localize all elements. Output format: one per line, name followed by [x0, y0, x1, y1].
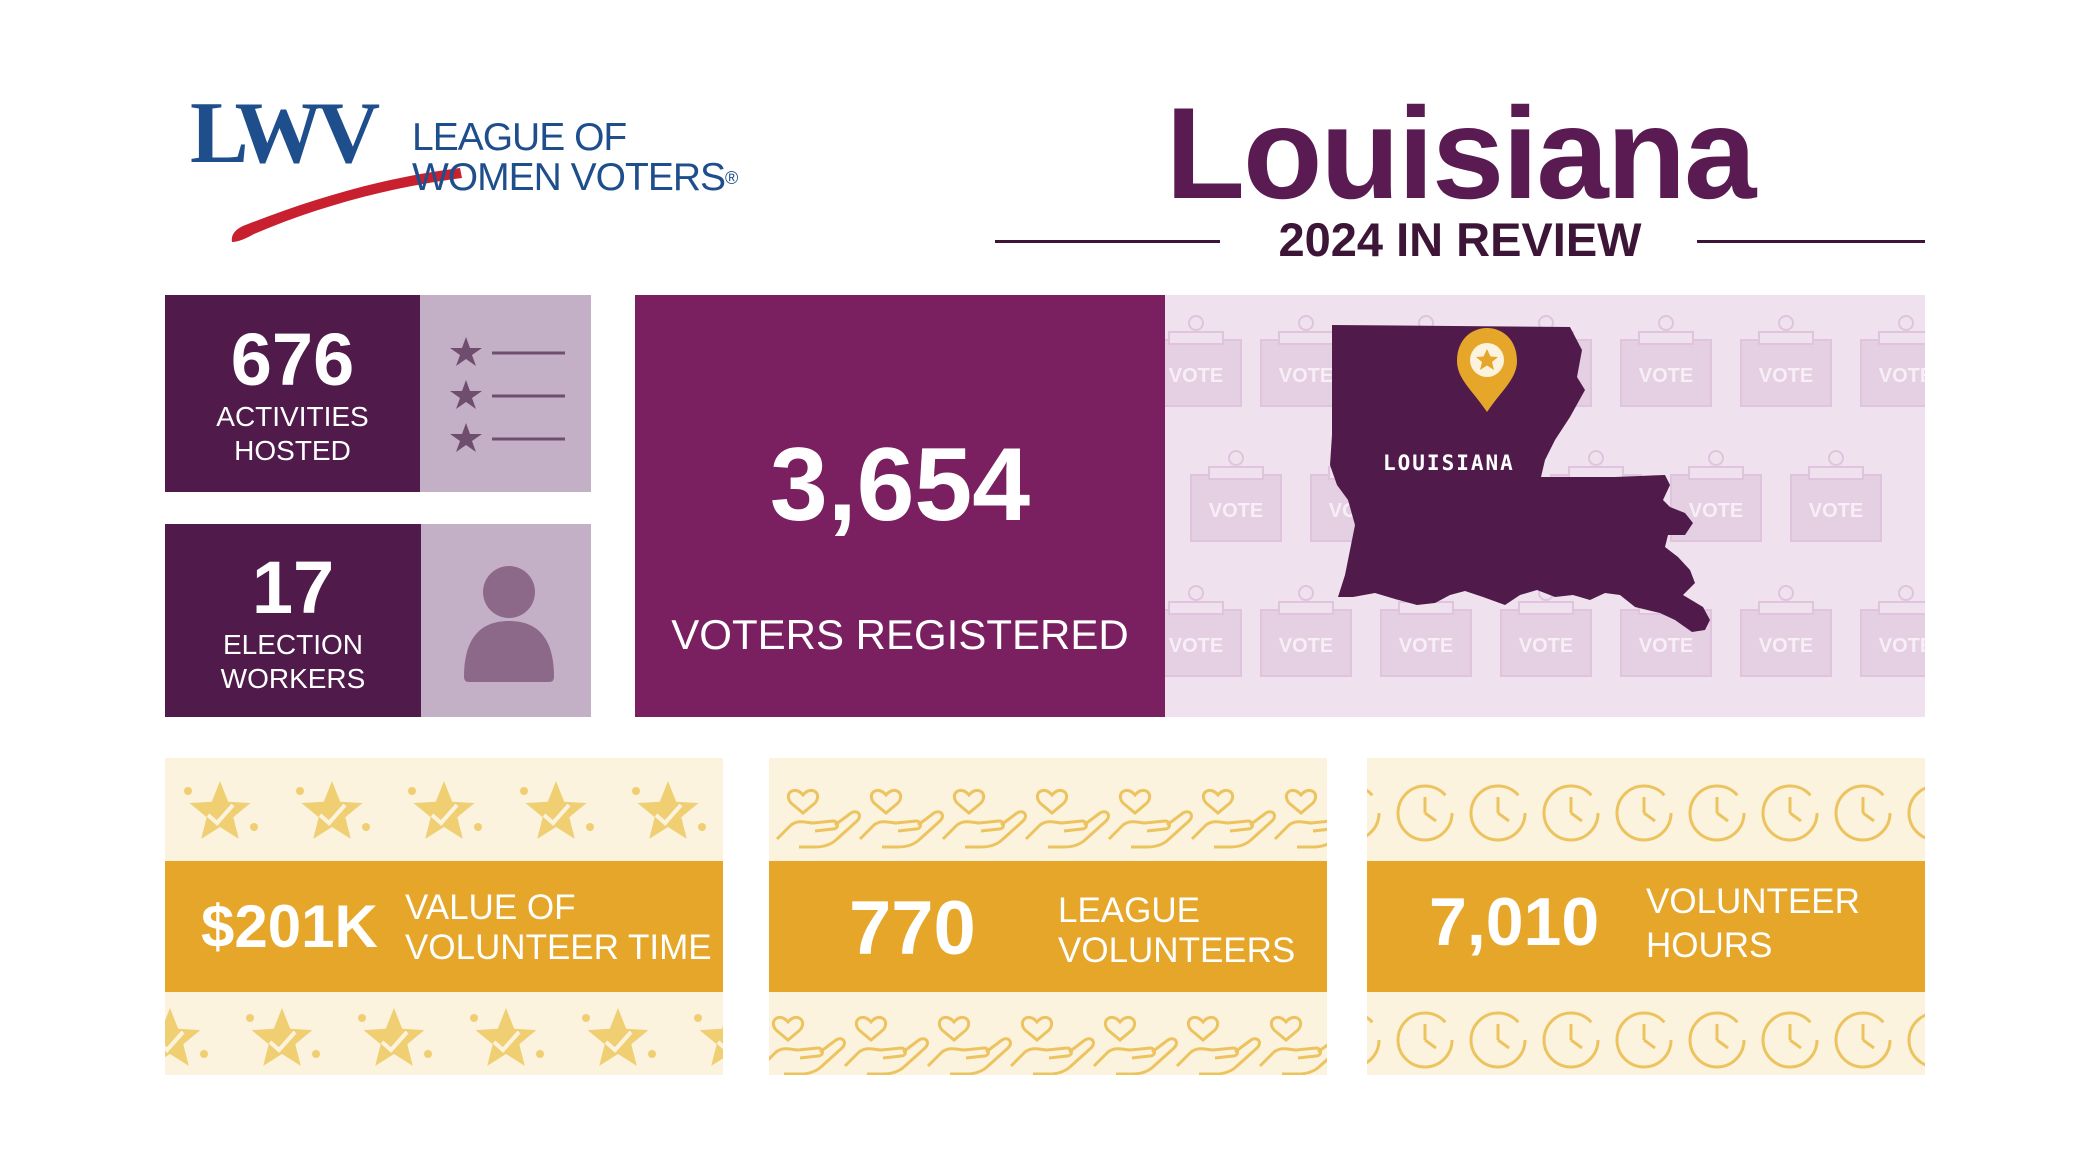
hand-heart-icon-row-bottom — [769, 995, 1327, 1075]
ballot-box-icon: VOTE — [1165, 315, 1242, 407]
louisiana-state-shape — [1330, 325, 1710, 632]
election-workers-value: 17 — [251, 546, 335, 629]
hand-heart-icon-row-top — [769, 768, 1327, 858]
league-volunteers-band: 770 LEAGUE VOLUNTEERS — [769, 861, 1327, 992]
volunteer-value-label-1: VALUE OF — [405, 888, 576, 927]
ballot-box-icon: VOTE — [1260, 585, 1352, 677]
volunteer-hours-label-1: VOLUNTEER — [1646, 882, 1860, 921]
star-list-icon — [420, 295, 591, 492]
election-workers-label-2: WORKERS — [220, 663, 366, 694]
ballot-box-icon: VOTE — [1790, 450, 1882, 542]
league-volunteers-label-1: LEAGUE — [1058, 891, 1200, 930]
star-check-icon-row-bottom — [165, 995, 723, 1075]
page-title: Louisiana — [1165, 80, 1757, 226]
league-volunteers-label-2: VOLUNTEERS — [1058, 931, 1296, 970]
logo-line-2: WOMEN VOTERS — [412, 156, 726, 199]
ballot-box-icon: VOTE — [1670, 450, 1762, 542]
volunteer-hours-value: 7,010 — [1429, 884, 1600, 960]
election-workers-card: 17 ELECTION WORKERS — [165, 524, 421, 717]
voters-registered-value: 3,654 — [769, 427, 1031, 543]
ballot-box-icon: VOTE — [1380, 585, 1472, 677]
activities-label-2: HOSTED — [234, 435, 351, 466]
ballot-box-icon: VOTE — [1740, 315, 1832, 407]
person-icon — [421, 524, 591, 717]
logo-mark-text: LWV — [190, 100, 380, 182]
ballot-box-icon: VOTE — [1860, 315, 1925, 407]
page-subtitle: 2024 IN REVIEW — [1278, 213, 1642, 266]
volunteer-value-label-2: VOLUNTEER TIME — [405, 928, 712, 967]
voters-registered-card: 3,654 VOTERS REGISTERED — [635, 295, 1165, 717]
activities-label-1: ACTIVITIES — [216, 401, 369, 432]
clock-icon-row-bottom — [1367, 995, 1925, 1075]
ballot-box-icon: VOTE — [1620, 315, 1712, 407]
logo-registered: ® — [725, 168, 738, 188]
volunteer-hours-card: 7,010 VOLUNTEER HOURS — [1367, 758, 1925, 1075]
map-state-label: LOUISIANA — [1383, 451, 1515, 475]
activities-card: 676 ACTIVITIES HOSTED — [165, 295, 420, 492]
ballot-box-icon: VOTE — [1165, 585, 1242, 677]
lwv-logo: LWV — [190, 85, 750, 260]
volunteer-hours-band: 7,010 VOLUNTEER HOURS — [1367, 861, 1925, 992]
map-pin-star-icon — [1457, 328, 1517, 412]
ballot-box-icon: VOTE — [1740, 585, 1832, 677]
volunteer-value-amount: $201K — [201, 893, 378, 960]
activities-value: 676 — [230, 318, 355, 401]
ballot-box-icon: VOTE — [1190, 450, 1282, 542]
logo-line-1: LEAGUE OF — [412, 116, 627, 159]
logo-swoosh — [231, 168, 462, 242]
volunteer-value-band: $201K VALUE OF VOLUNTEER TIME — [165, 861, 723, 992]
volunteer-hours-label-2: HOURS — [1646, 926, 1773, 965]
clock-icon-row-top — [1367, 768, 1925, 858]
election-workers-label-1: ELECTION — [222, 629, 364, 660]
louisiana-map-panel: VOTEVOTEVOTEVOTEVOTEVOTEVOTEVOTEVOTEVOTE… — [1165, 295, 1925, 717]
voters-registered-label: VOTERS REGISTERED — [671, 611, 1129, 658]
title-rule-right — [1697, 240, 1925, 243]
title-rule-left — [995, 240, 1220, 243]
ballot-box-icon: VOTE — [1860, 585, 1925, 677]
star-check-icon-row-top — [165, 768, 723, 858]
league-volunteers-card: 770 LEAGUE VOLUNTEERS — [769, 758, 1327, 1075]
logo-text: LEAGUE OF WOMEN VOTERS® — [412, 116, 738, 199]
league-volunteers-value: 770 — [849, 886, 976, 971]
volunteer-value-card: $201K VALUE OF VOLUNTEER TIME — [165, 758, 723, 1075]
